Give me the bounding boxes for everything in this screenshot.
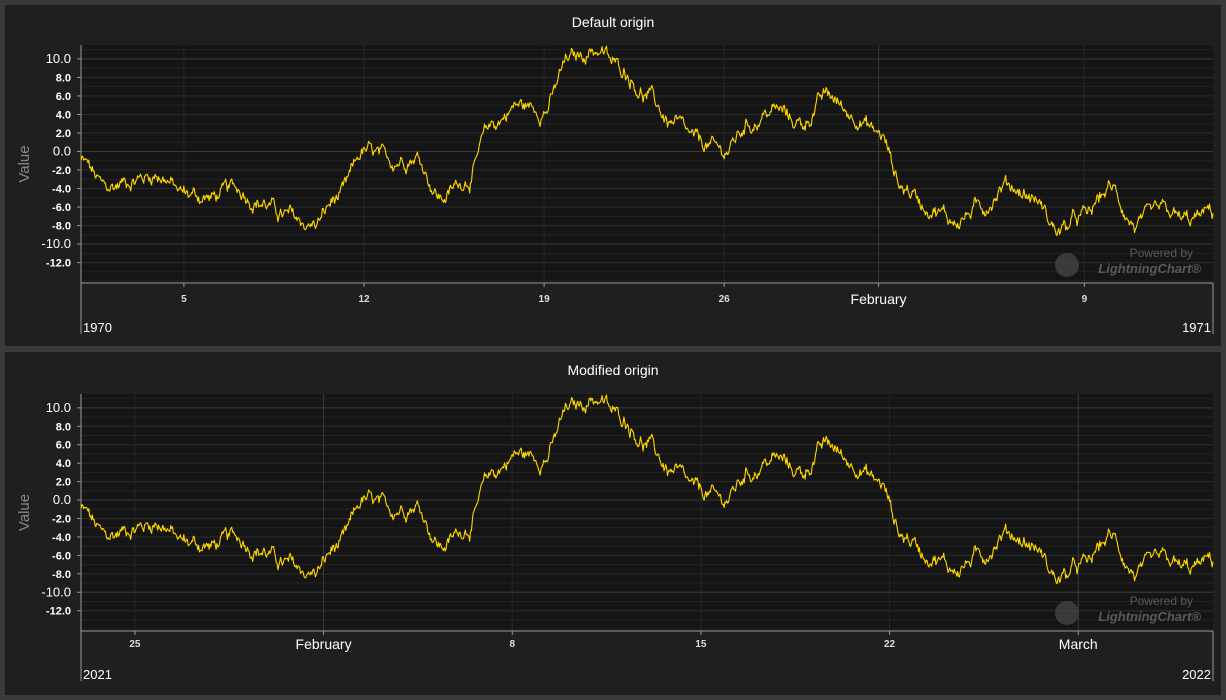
chart-panel-modified-origin: Modified origin Value 10.0 8.0 6.0 4.0 2.0 0.0 -… — [5, 352, 1221, 695]
x-tick-label: 5 — [181, 294, 187, 305]
x-tick-label: 15 — [695, 639, 707, 650]
plot-area — [81, 45, 1213, 283]
y-axis-label: Value — [16, 494, 33, 531]
year-label-end: 2022 — [1182, 667, 1211, 682]
y-tick-label: 10.0 — [46, 51, 71, 66]
watermark-text: Powered by — [1130, 246, 1193, 260]
y-tick-label: 8.0 — [56, 72, 71, 84]
chart-title: Modified origin — [567, 362, 658, 378]
y-tick-label: 6.0 — [56, 91, 71, 103]
y-tick-label: 0.0 — [53, 143, 71, 158]
y-tick-label: -8.0 — [52, 569, 71, 581]
lightningchart-logo-icon — [1055, 253, 1079, 277]
x-tick-label: February — [296, 636, 352, 652]
y-tick-label: 4.0 — [56, 458, 71, 470]
year-label-start: 2021 — [83, 667, 112, 682]
y-tick-label: 8.0 — [56, 421, 71, 433]
watermark-text: LightningChart® — [1098, 261, 1201, 276]
y-tick-label: -12.0 — [46, 606, 71, 618]
x-tick-label: 19 — [539, 294, 551, 305]
chart-panel-default-origin: Default origin Value 10.0 8.0 6.0 4.0 2.0 0.0 -2… — [5, 5, 1221, 346]
y-tick-label: -4.0 — [52, 184, 71, 196]
series-line — [80, 45, 1214, 237]
lightningchart-logo-icon — [1055, 601, 1079, 625]
y-axis-label: Value — [16, 145, 33, 182]
y-tick-label: -12.0 — [46, 258, 71, 270]
x-tick-label: 12 — [358, 294, 370, 305]
y-tick-label: -6.0 — [52, 550, 71, 562]
y-tick-label: -8.0 — [52, 221, 71, 233]
y-tick-label: 10.0 — [46, 400, 71, 415]
series-line — [80, 394, 1214, 585]
x-tick-label: February — [851, 291, 907, 307]
chart-title: Default origin — [572, 14, 655, 30]
x-tick-label: 25 — [129, 639, 141, 650]
y-tick-label: -10.0 — [41, 236, 71, 251]
x-tick-label: 26 — [719, 294, 731, 305]
y-tick-label: 6.0 — [56, 440, 71, 452]
plot-area — [81, 394, 1213, 631]
y-tick-label: -10.0 — [41, 584, 71, 599]
year-label-start: 1970 — [83, 320, 112, 335]
y-tick-label: 0.0 — [53, 492, 71, 507]
x-tick-label: 9 — [1082, 294, 1088, 305]
y-tick-label: 2.0 — [56, 128, 71, 140]
watermark-text: Powered by — [1130, 594, 1193, 608]
watermark-text: LightningChart® — [1098, 609, 1201, 624]
y-tick-label: 4.0 — [56, 109, 71, 121]
y-tick-label: -6.0 — [52, 202, 71, 214]
line-chart-modified-origin: Modified origin Value 10.0 8.0 6.0 4.0 2.0 0.0 -… — [16, 362, 1214, 682]
y-tick-label: -2.0 — [52, 165, 71, 177]
y-tick-label: -2.0 — [52, 513, 71, 525]
line-chart-default-origin: Default origin Value 10.0 8.0 6.0 4.0 2.0 0.0 -2… — [16, 14, 1214, 335]
x-tick-label: 8 — [509, 639, 515, 650]
year-label-end: 1971 — [1182, 320, 1211, 335]
y-tick-label: 2.0 — [56, 477, 71, 489]
y-tick-label: -4.0 — [52, 532, 71, 544]
x-tick-label: 22 — [884, 639, 896, 650]
x-tick-label: March — [1059, 636, 1098, 652]
